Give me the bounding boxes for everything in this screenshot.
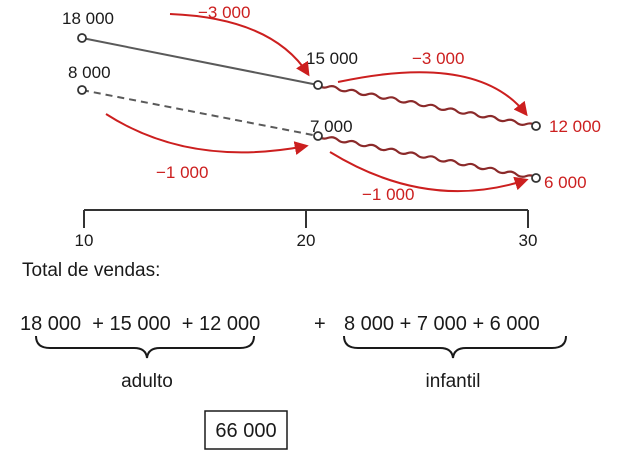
point-label: 18 000 (62, 9, 114, 28)
x-tick-label: 10 (75, 231, 94, 250)
result-box (204, 410, 288, 450)
child-brace (343, 335, 567, 359)
plot-area: 18 000 15 000 12 000 8 000 7 000 6 000 −3 000 −… (62, 3, 601, 204)
change-label: −3 000 (198, 3, 250, 22)
x-tick-label: 20 (297, 231, 316, 250)
series-1-point (531, 173, 541, 183)
adult-sum-expression: 18 000 + 15 000 + 12 000 (20, 313, 260, 335)
change-label: −1 000 (362, 185, 414, 204)
totals-heading: Total de vendas: (22, 260, 160, 281)
change-arrow (329, 151, 529, 193)
x-axis-ticks: 10 20 30 (75, 210, 538, 250)
series-1-segment-1 (81, 89, 319, 137)
series-1-point (77, 85, 87, 95)
adult-brace (35, 335, 255, 359)
point-label: 15 000 (306, 49, 358, 68)
series-0-point (313, 80, 323, 90)
point-label: 6 000 (544, 173, 587, 192)
adult-label: adulto (121, 371, 173, 392)
point-label: 7 000 (310, 117, 353, 136)
x-axis: 10 20 30 (75, 209, 538, 250)
series-0-projection-line (317, 84, 537, 127)
change-arrow (105, 113, 309, 155)
result-value: 66 000 (215, 420, 276, 442)
change-arrow (169, 13, 310, 77)
change-label: −3 000 (412, 49, 464, 68)
series-1-point (313, 131, 323, 141)
series-0-point (531, 121, 541, 131)
series-1-projection-line (317, 135, 537, 179)
series-0-segment-1 (81, 37, 319, 86)
point-label: 12 000 (549, 117, 601, 136)
change-label: −1 000 (156, 163, 208, 182)
x-tick-label: 30 (519, 231, 538, 250)
series-0-point (77, 33, 87, 43)
change-arrow (337, 71, 528, 117)
child-sum-expression: 8 000 + 7 000 + 6 000 (344, 313, 540, 335)
plus-sign: + (314, 313, 326, 335)
point-label: 8 000 (68, 63, 111, 82)
child-label: infantil (426, 371, 481, 392)
